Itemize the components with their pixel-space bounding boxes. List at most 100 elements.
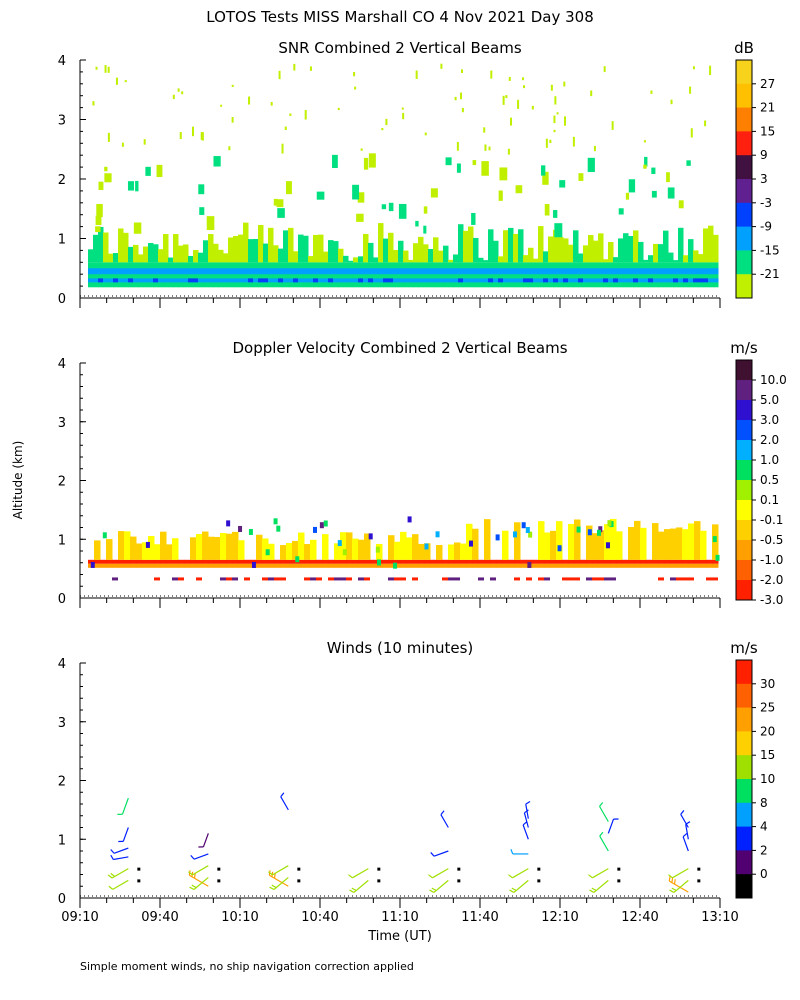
snr-cell: [538, 226, 544, 263]
doppler-speck: [607, 520, 612, 527]
snr-speck: [172, 94, 175, 100]
doppler-cell: [400, 577, 406, 581]
wind-barb-flag: [110, 849, 115, 854]
snr-speck: [289, 113, 292, 116]
doppler-cell: [658, 531, 665, 560]
snr-cell: [388, 278, 394, 283]
snr-cell: [248, 268, 254, 275]
wind-barb: [522, 824, 529, 840]
snr-cell: [638, 278, 644, 283]
snr-speck: [667, 187, 675, 199]
snr-cell: [473, 237, 479, 263]
snr-cell: [128, 278, 134, 283]
doppler-cell: [118, 531, 125, 560]
snr-speck: [304, 109, 307, 120]
doppler-cell: [286, 543, 293, 560]
snr-cell: [623, 262, 629, 288]
doppler-cell: [484, 563, 491, 568]
doppler-cell: [364, 563, 371, 568]
doppler-cell: [514, 563, 521, 568]
colorbar-label: 3.0: [760, 413, 779, 427]
snr-cell: [633, 278, 639, 283]
doppler-cell: [682, 529, 689, 560]
snr-speck: [248, 96, 251, 105]
snr-cell: [538, 278, 544, 283]
snr-cell: [258, 278, 264, 283]
snr-cell: [358, 256, 364, 263]
doppler-cell: [208, 536, 215, 560]
snr-cell: [288, 268, 294, 275]
snr-cell: [133, 268, 139, 275]
doppler-cell: [208, 559, 215, 564]
doppler-cell: [226, 559, 233, 564]
doppler-cell: [322, 559, 329, 564]
doppler-cell: [280, 577, 286, 581]
snr-cell: [678, 268, 684, 275]
snr-cell: [618, 278, 624, 283]
snr-cell: [348, 260, 354, 263]
snr-speck: [578, 173, 584, 181]
snr-cell: [538, 262, 544, 288]
doppler-cell: [286, 559, 293, 564]
snr-cell: [543, 262, 549, 288]
doppler-cell: [664, 559, 671, 564]
snr-cell: [323, 278, 329, 283]
doppler-speck: [605, 542, 610, 549]
snr-cell: [398, 278, 404, 283]
snr-cell: [178, 268, 184, 275]
doppler-cell: [172, 538, 179, 560]
doppler-cell: [514, 559, 521, 564]
doppler-cell: [610, 577, 616, 581]
snr-cell: [328, 278, 334, 283]
snr-cell: [323, 268, 329, 275]
snr-speck: [590, 90, 593, 97]
doppler-cell: [388, 563, 395, 568]
doppler-cell: [316, 563, 323, 568]
snr-cell: [708, 225, 714, 263]
snr-cell: [403, 278, 409, 283]
snr-speck: [127, 181, 134, 191]
snr-cell: [573, 278, 579, 283]
wind-barb: [680, 814, 689, 828]
doppler-cell: [154, 577, 160, 581]
snr-cell: [163, 234, 169, 263]
doppler-cell: [508, 563, 515, 568]
snr-cell: [608, 268, 614, 275]
doppler-cell: [394, 577, 400, 581]
snr-cell: [303, 262, 309, 288]
snr-cell: [443, 245, 449, 263]
doppler-cell: [466, 559, 473, 564]
doppler-cell: [640, 527, 647, 560]
doppler-cell: [286, 563, 293, 568]
snr-cell: [243, 222, 249, 263]
doppler-cell: [502, 559, 509, 564]
snr-speck: [456, 141, 459, 151]
doppler-cell: [472, 563, 479, 568]
snr-cell: [498, 278, 504, 283]
snr-cell: [238, 268, 244, 275]
snr-cell: [418, 262, 424, 288]
snr-cell: [558, 236, 564, 263]
doppler-cell: [340, 577, 346, 581]
doppler-cell: [586, 559, 593, 564]
doppler-cell: [142, 542, 149, 560]
doppler-cell: [328, 563, 335, 568]
snr-cell: [98, 268, 104, 275]
doppler-cell: [436, 559, 443, 564]
snr-speck: [430, 188, 438, 198]
snr-speck: [228, 146, 231, 151]
barb-marker: [537, 867, 541, 871]
snr-cell: [268, 278, 274, 283]
snr-speck: [515, 185, 523, 194]
snr-cell: [333, 262, 339, 288]
colorbar-swatch: [736, 83, 752, 109]
snr-cell: [648, 278, 654, 283]
doppler-cell: [478, 559, 485, 564]
snr-cell: [183, 262, 189, 288]
snr-cell: [223, 253, 229, 263]
snr-speck: [332, 154, 338, 168]
x-tick-label: 09:10: [61, 910, 98, 925]
snr-cell: [213, 278, 219, 283]
y-tick-label: 0: [58, 592, 66, 607]
snr-cell: [178, 278, 184, 283]
